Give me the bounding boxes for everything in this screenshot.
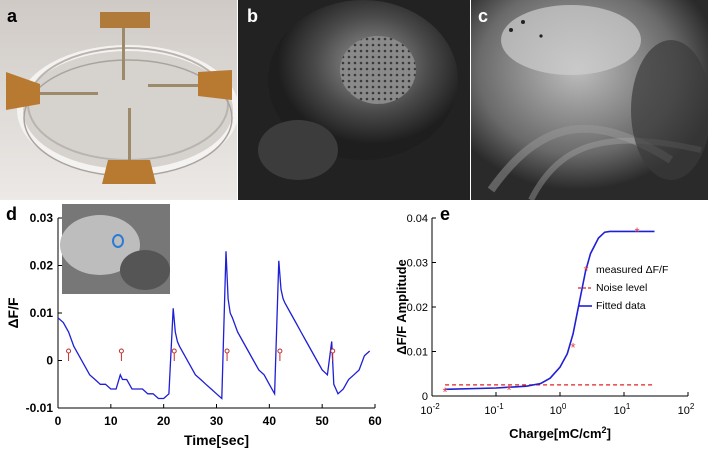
chart-d: 0 10 20 30 40 50 60-0.0100.010.020.03Time[sec]… xyxy=(5,204,382,448)
x-tick-label: 10-1 xyxy=(484,402,504,417)
legend-measured-label: measured ΔF/F xyxy=(596,264,668,276)
micrograph-b-illustration xyxy=(238,0,470,200)
y-axis-title: ΔF/F xyxy=(5,297,21,329)
measured-point: * xyxy=(443,385,448,400)
measured-point: * xyxy=(571,340,576,355)
y-tick-label: 0.01 xyxy=(407,347,428,359)
y-tick-label: 0.03 xyxy=(30,211,54,225)
y-tick-label: 0 xyxy=(46,354,53,368)
measured-point: * xyxy=(635,224,640,239)
panel-b-micrograph: b xyxy=(238,0,470,200)
measured-point: * xyxy=(507,382,512,397)
y-tick-label: 0.02 xyxy=(407,302,428,314)
y-tick-label: 0 xyxy=(422,391,428,403)
panel-a-photo: a xyxy=(0,0,237,200)
chart-e: 10-2 10-1 100 101 102 0 0.01 0.02 0.03 0.04 Charge… xyxy=(394,213,695,441)
legend-noise-label: Noise level xyxy=(596,282,647,294)
inset-roi-marker xyxy=(112,234,124,248)
micrograph-c-illustration xyxy=(471,0,708,200)
x-tick-label: 20 xyxy=(157,414,171,428)
stimulus-marker xyxy=(118,348,124,354)
panel-c-micrograph: c xyxy=(471,0,708,200)
legend-measured-symbol: * xyxy=(583,263,588,278)
x-tick-label: 102 xyxy=(678,402,695,417)
x-axis-title: Charge[mC/cm2] xyxy=(509,425,611,441)
stimulus-marker xyxy=(224,348,230,354)
x-tick-label: 60 xyxy=(368,414,382,428)
x-tick-label: 10 xyxy=(104,414,118,428)
trace-line xyxy=(57,251,371,400)
y-tick-label: -0.01 xyxy=(26,401,54,415)
y-tick-label: 0.01 xyxy=(30,306,54,320)
panel-label-b: b xyxy=(247,6,258,26)
x-tick-label: 101 xyxy=(614,402,631,417)
panel-label-c: c xyxy=(478,6,489,26)
stimulus-marker xyxy=(171,348,177,354)
x-tick-label: 100 xyxy=(550,402,567,417)
x-axis-title: Time[sec] xyxy=(184,432,249,448)
y-tick-label: 0.04 xyxy=(407,213,428,225)
legend-fitted-label: Fitted data xyxy=(596,300,646,312)
stimulus-marker xyxy=(66,348,72,354)
x-tick-label: 40 xyxy=(263,414,277,428)
x-tick-label: 10-2 xyxy=(420,402,440,417)
x-tick-label: 30 xyxy=(210,414,224,428)
y-axis-title: ΔF/F Amplitude xyxy=(394,259,409,355)
x-tick-label: 50 xyxy=(315,414,329,428)
panel-label-d: d xyxy=(6,204,17,224)
stimulus-marker xyxy=(330,348,336,354)
x-tick-label: 0 xyxy=(55,414,62,428)
stimulus-marker xyxy=(277,348,283,354)
petri-dish-illustration xyxy=(0,0,237,200)
inset-dark-region xyxy=(120,250,170,290)
y-tick-label: 0.03 xyxy=(407,258,428,270)
panel-label-e: e xyxy=(440,204,451,224)
inset-bright-region xyxy=(60,215,140,275)
fitted-curve xyxy=(445,230,655,391)
panel-label-a: a xyxy=(7,6,18,26)
y-tick-label: 0.02 xyxy=(30,259,54,273)
